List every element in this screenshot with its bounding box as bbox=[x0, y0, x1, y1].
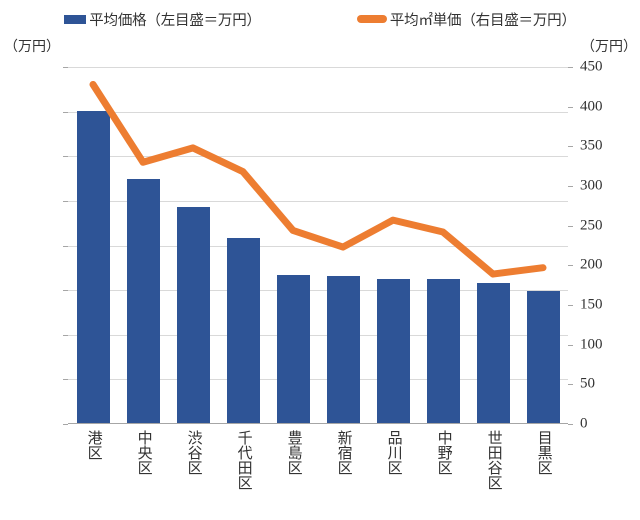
category-label: 千代田区 bbox=[235, 430, 252, 490]
right-axis-tick-label: 50 bbox=[580, 375, 595, 392]
gridline bbox=[68, 334, 568, 336]
right-axis-tick bbox=[568, 146, 573, 148]
gridline bbox=[68, 156, 568, 158]
plot-area: 0500010000150002000025000300003500040000… bbox=[63, 59, 603, 432]
left-axis-tick bbox=[63, 156, 68, 158]
right-axis-tick bbox=[568, 384, 573, 386]
left-axis-tick bbox=[63, 290, 68, 292]
category-label: 目黒区 bbox=[535, 430, 552, 475]
right-axis-tick-label: 300 bbox=[580, 177, 603, 194]
right-axis-tick bbox=[568, 67, 573, 68]
right-axis-tick-label: 200 bbox=[580, 256, 603, 273]
line-swatch-icon bbox=[356, 15, 387, 23]
gridline bbox=[68, 290, 568, 292]
bar[interactable] bbox=[426, 278, 460, 424]
right-axis-tick bbox=[568, 186, 573, 187]
left-axis-tick bbox=[63, 334, 68, 336]
category-label: 豊島区 bbox=[285, 430, 302, 475]
left-axis-tick bbox=[63, 379, 68, 381]
right-axis-tick bbox=[568, 305, 573, 306]
category-label: 中野区 bbox=[435, 430, 452, 475]
bar[interactable] bbox=[476, 283, 510, 424]
gridline bbox=[68, 111, 568, 113]
right-axis-tick-label: 100 bbox=[580, 336, 603, 353]
bar-swatch-icon bbox=[64, 14, 87, 24]
legend-label-average-price: 平均価格（左目盛＝万円） bbox=[89, 12, 261, 29]
left-axis-tick bbox=[63, 245, 68, 247]
right-axis-tick-label: 450 bbox=[580, 58, 603, 75]
left-axis-tick bbox=[63, 111, 68, 113]
x-axis-line bbox=[68, 423, 568, 424]
bar[interactable] bbox=[126, 179, 160, 424]
gridline bbox=[68, 379, 568, 381]
bar[interactable] bbox=[276, 274, 310, 424]
category-label: 渋谷区 bbox=[185, 430, 202, 475]
right-axis-unit-label: （万円） bbox=[581, 40, 637, 55]
category-label: 港区 bbox=[85, 430, 102, 460]
bar[interactable] bbox=[76, 110, 110, 424]
legend-item-average-price[interactable]: 平均価格（左目盛＝万円） bbox=[64, 9, 261, 30]
bar[interactable] bbox=[526, 291, 560, 424]
gridline bbox=[68, 67, 568, 68]
right-axis-tick bbox=[568, 225, 573, 227]
category-label: 世田谷区 bbox=[485, 430, 502, 490]
left-axis-tick bbox=[63, 424, 68, 425]
left-axis-tick bbox=[63, 67, 68, 68]
category-label: 品川区 bbox=[385, 430, 402, 475]
bar[interactable] bbox=[176, 206, 210, 424]
bar[interactable] bbox=[226, 238, 260, 424]
right-axis-tick bbox=[568, 106, 573, 108]
right-axis-tick-label: 250 bbox=[580, 217, 603, 234]
left-axis-tick bbox=[63, 200, 68, 202]
legend-item-unit-price[interactable]: 平均㎡単価（右目盛＝万円） bbox=[356, 9, 576, 30]
right-axis-tick bbox=[568, 424, 573, 425]
bar[interactable] bbox=[376, 278, 410, 424]
chart-legend: 平均価格（左目盛＝万円） 平均㎡単価（右目盛＝万円） bbox=[0, 6, 640, 32]
left-axis-unit-label: （万円） bbox=[4, 40, 60, 55]
legend-label-unit-price: 平均㎡単価（右目盛＝万円） bbox=[389, 12, 576, 29]
right-axis-tick-label: 150 bbox=[580, 296, 603, 313]
category-label: 中央区 bbox=[135, 430, 152, 475]
right-axis-tick bbox=[568, 344, 573, 346]
right-axis-tick-label: 350 bbox=[580, 137, 603, 154]
right-axis-tick-label: 400 bbox=[580, 98, 603, 115]
category-label: 新宿区 bbox=[335, 430, 352, 475]
right-axis-tick bbox=[568, 265, 573, 267]
x-axis-category-labels: 港区 中央区 渋谷区 千代田区 豊島区 新宿区 品川区 中野区 世田谷区 目黒区 bbox=[68, 430, 568, 518]
right-axis-tick-label: 0 bbox=[580, 415, 588, 432]
bar[interactable] bbox=[326, 276, 360, 424]
